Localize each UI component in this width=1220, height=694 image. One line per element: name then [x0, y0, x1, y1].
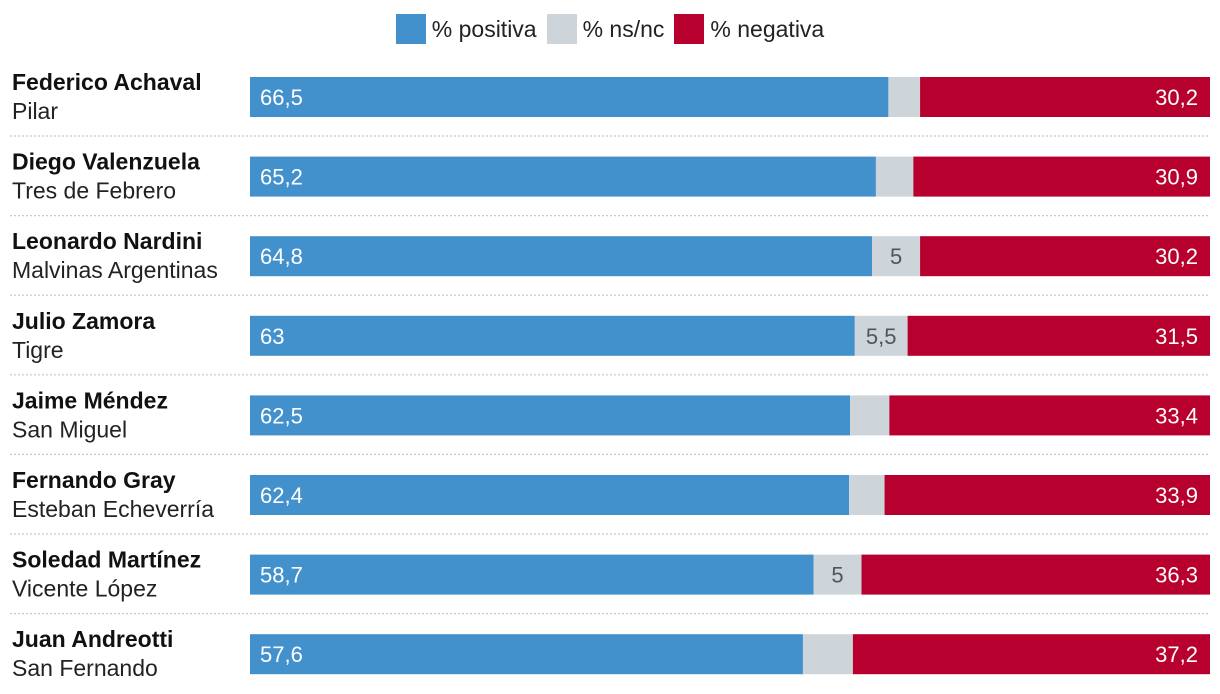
legend-swatch-nsnc — [546, 14, 577, 44]
row-name-label: Diego Valenzuela — [12, 149, 200, 175]
legend-swatch-negativa — [674, 14, 705, 44]
bar-value-label-positiva: 57,6 — [260, 642, 303, 667]
bar-value-label-nsnc: 5 — [831, 563, 843, 588]
bar-segment-negativa — [920, 236, 1210, 277]
bar-value-label-negativa: 30,9 — [1155, 165, 1198, 190]
bar-value-label-negativa: 31,5 — [1155, 324, 1198, 349]
row-place-label: San Miguel — [12, 416, 127, 442]
bar-segment-positiva — [250, 315, 855, 356]
row-place-label: Malvinas Argentinas — [12, 257, 218, 283]
row-place-label: Tigre — [12, 337, 64, 363]
bar-segment-positiva — [250, 156, 876, 197]
bar-value-label-negativa: 33,9 — [1155, 483, 1198, 508]
bar-segment-negativa — [913, 156, 1210, 197]
legend-label-negativa: % negativa — [710, 15, 825, 42]
legend-item-negativa: % negativa — [674, 14, 824, 44]
bar-value-label-positiva: 62,5 — [260, 403, 303, 428]
bar-value-label-positiva: 66,5 — [260, 85, 303, 110]
bar-segment-negativa — [852, 634, 1210, 675]
bar-segment-nsnc — [888, 77, 921, 117]
row-place-label: San Fernando — [12, 655, 158, 681]
bar-segment-nsnc — [802, 634, 853, 675]
bar-segment-nsnc — [850, 395, 890, 436]
row-name-label: Juan Andreotti — [12, 626, 173, 652]
bar-segment-nsnc — [875, 156, 914, 197]
bar-value-label-positiva: 58,7 — [260, 563, 303, 588]
bar-value-label-negativa: 30,2 — [1155, 85, 1198, 110]
legend-item-nsnc: % ns/nc — [546, 14, 665, 44]
bar-segment-nsnc — [813, 554, 862, 595]
row-name-label: Jaime Méndez — [12, 387, 168, 413]
row-name-label: Leonardo Nardini — [12, 228, 202, 254]
bar-value-label-negativa: 30,2 — [1155, 244, 1198, 269]
bar-segment-positiva — [250, 236, 873, 277]
bar-segment-positiva — [250, 475, 850, 515]
bar-segment-nsnc — [872, 236, 921, 277]
legend-item-positiva: % positiva — [395, 14, 537, 44]
bar-value-label-positiva: 62,4 — [260, 483, 303, 508]
bar-segment-positiva — [250, 634, 803, 675]
bar-value-label-negativa: 33,4 — [1155, 403, 1198, 428]
bar-value-label-negativa: 37,2 — [1155, 642, 1198, 667]
bar-segment-positiva — [250, 77, 889, 117]
bar-segment-negativa — [889, 395, 1210, 436]
bar-segment-negativa — [861, 554, 1210, 595]
bar-segment-positiva — [250, 554, 814, 595]
legend-swatch-positiva — [395, 14, 426, 44]
bar-segment-positiva — [250, 395, 850, 436]
bar-segment-negativa — [920, 77, 1210, 117]
row-name-label: Julio Zamora — [12, 308, 155, 334]
bar-segment-negativa — [884, 475, 1210, 515]
bar-segment-nsnc — [849, 475, 885, 515]
chart-legend: % positiva % ns/nc % negativa — [0, 12, 1220, 46]
bar-segment-negativa — [907, 315, 1210, 356]
bar-value-label-negativa: 36,3 — [1155, 563, 1198, 588]
row-name-label: Federico Achaval — [12, 69, 202, 95]
bar-segment-nsnc — [854, 315, 908, 356]
bar-value-label-positiva: 63 — [260, 324, 284, 349]
row-place-label: Pilar — [12, 98, 58, 124]
legend-label-positiva: % positiva — [431, 15, 537, 42]
row-place-label: Esteban Echeverría — [12, 496, 214, 522]
bar-value-label-positiva: 64,8 — [260, 244, 303, 269]
bar-value-label-nsnc: 5,5 — [866, 324, 897, 349]
bar-value-label-positiva: 65,2 — [260, 165, 303, 190]
legend-label-nsnc: % ns/nc — [582, 15, 665, 42]
row-place-label: Tres de Febrero — [12, 178, 176, 204]
bar-value-label-nsnc: 5 — [890, 244, 902, 269]
row-name-label: Soledad Martínez — [12, 547, 201, 573]
row-place-label: Vicente López — [12, 576, 157, 602]
row-name-label: Fernando Gray — [12, 467, 176, 493]
